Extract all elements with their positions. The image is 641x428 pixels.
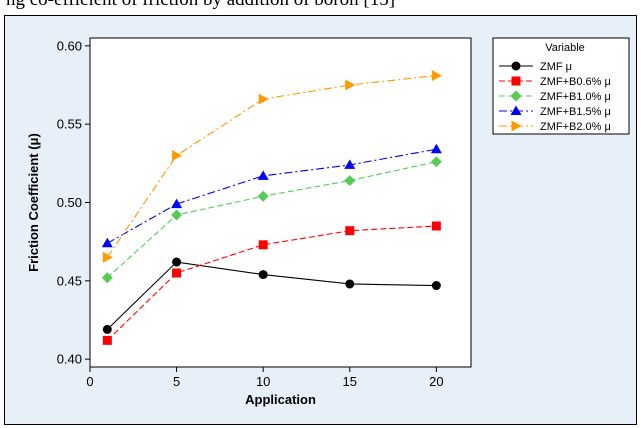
data-point [171,209,183,221]
y-tick-label: 0.60 [57,38,82,53]
data-point [172,150,183,161]
data-point [430,143,442,154]
data-point [345,226,355,236]
data-point [258,240,268,250]
x-tick-label: 5 [173,374,180,389]
data-point [171,198,183,209]
y-tick-label: 0.55 [57,117,82,132]
data-point [431,70,442,82]
series-4 [101,143,442,248]
plot-area [89,37,472,368]
data-point [345,79,356,91]
data-point [431,281,441,291]
series-line [106,225,437,341]
data-point [101,272,113,284]
legend-label: ZMF+B1.5% μ [540,106,611,118]
data-point [101,237,113,248]
legend-marker [510,105,522,115]
legend-marker [511,61,521,71]
data-point [102,335,112,345]
legend-label: ZMF+B2.0% μ [540,121,611,133]
data-point [430,156,442,168]
data-point [345,279,355,289]
y-axis-title: Friction Coefficient (μ) [26,133,41,272]
data-point [258,270,268,280]
data-point [102,251,113,263]
data-point [257,190,269,202]
legend-marker [511,76,521,86]
data-point [258,93,269,105]
line-chart: 0.40 0.45 0.50 0.55 0.60 0 5 10 15 20 Application F… [26,37,630,407]
x-tick-label: 20 [429,374,443,389]
legend-title: Variable [545,42,585,54]
x-tick-label: 15 [343,374,357,389]
legend-label: ZMF μ [540,61,572,73]
legend: Variable ZMF μ ZMF+B0.6% μ ZMF+B1.0% μ ZMF+B… [492,37,630,135]
x-tick-label: 0 [86,374,93,389]
data-point [344,159,356,169]
data-point [344,175,356,187]
legend-label: ZMF+B1.0% μ [540,91,611,103]
series-3 [101,156,442,284]
legend-box [492,37,630,135]
data-point [172,257,182,267]
series-5 [102,70,442,263]
caption-text: ng co-efficient of friction by addition … [0,0,641,12]
series-2 [102,221,441,345]
y-tick-label: 0.50 [57,195,82,210]
x-tick-label: 10 [256,374,270,389]
data-point [431,221,441,231]
data-point [102,324,112,334]
data-point [172,268,182,278]
y-tick-label: 0.40 [57,352,82,367]
chart-frame: 0.40 0.45 0.50 0.55 0.60 0 5 10 15 20 Application F… [4,15,637,425]
series-1 [102,257,441,334]
y-tick-label: 0.45 [57,273,82,288]
series-line [107,148,437,244]
legend-label: ZMF+B0.6% μ [540,76,611,88]
legend-marker [510,90,522,102]
legend-marker [511,120,522,132]
data-point [257,170,269,180]
x-axis-title: Application [245,392,316,407]
